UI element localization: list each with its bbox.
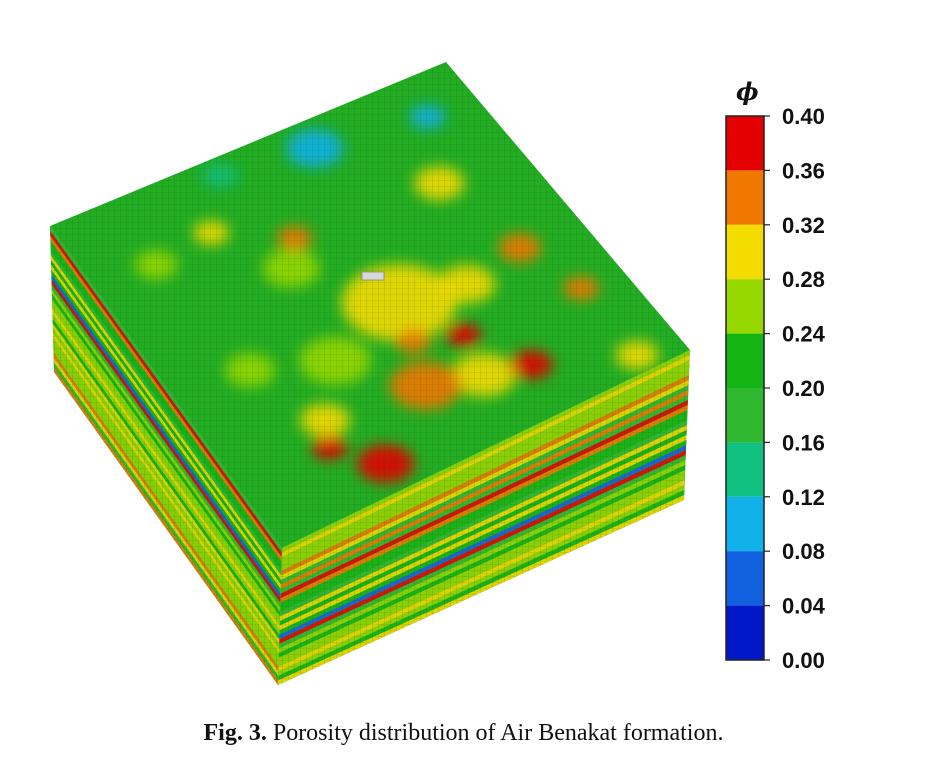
colorbar-tick-label: 0.12 [782, 485, 825, 510]
colorbar-bin [726, 170, 764, 225]
colorbar-bin [726, 116, 764, 171]
colorbar-bin [726, 605, 764, 660]
colorbar-tick-label: 0.36 [782, 158, 825, 183]
figure-caption: Fig. 3. Porosity distribution of Air Ben… [0, 720, 927, 747]
colorbar-bin [726, 333, 764, 388]
caption-label: Fig. 3. [203, 720, 267, 746]
left-face [50, 226, 282, 685]
colorbar-tick-label: 0.40 [782, 104, 825, 129]
colorbar-bin [726, 496, 764, 552]
well-marker [361, 271, 385, 281]
colorbar-tick-label: 0.32 [782, 213, 825, 238]
colorbar-title: ϕ [736, 77, 759, 106]
colorbar-tick-label: 0.28 [782, 267, 825, 292]
colorbar-tick-label: 0.00 [782, 648, 825, 673]
colorbar-tick-label: 0.24 [782, 322, 826, 347]
colorbar-bin [726, 551, 764, 606]
colorbar-bins [726, 116, 764, 660]
colorbar-bin [726, 388, 764, 443]
colorbar-bin [726, 279, 764, 334]
colorbar-tick-label: 0.20 [782, 376, 825, 401]
top-face [50, 62, 690, 548]
colorbar-tick-label: 0.04 [782, 594, 826, 619]
colorbar-tick-label: 0.08 [782, 539, 825, 564]
right-face [278, 350, 690, 685]
colorbar-ticks: 0.40 0.36 0.32 0.28 0.24 0.20 0.16 0.12 0.08 0.04… [764, 104, 826, 673]
colorbar-bin [726, 224, 764, 280]
colorbar-bin [726, 442, 764, 497]
caption-text: Porosity distribution of Air Benakat for… [272, 720, 724, 746]
colorbar-tick-label: 0.16 [782, 430, 825, 455]
